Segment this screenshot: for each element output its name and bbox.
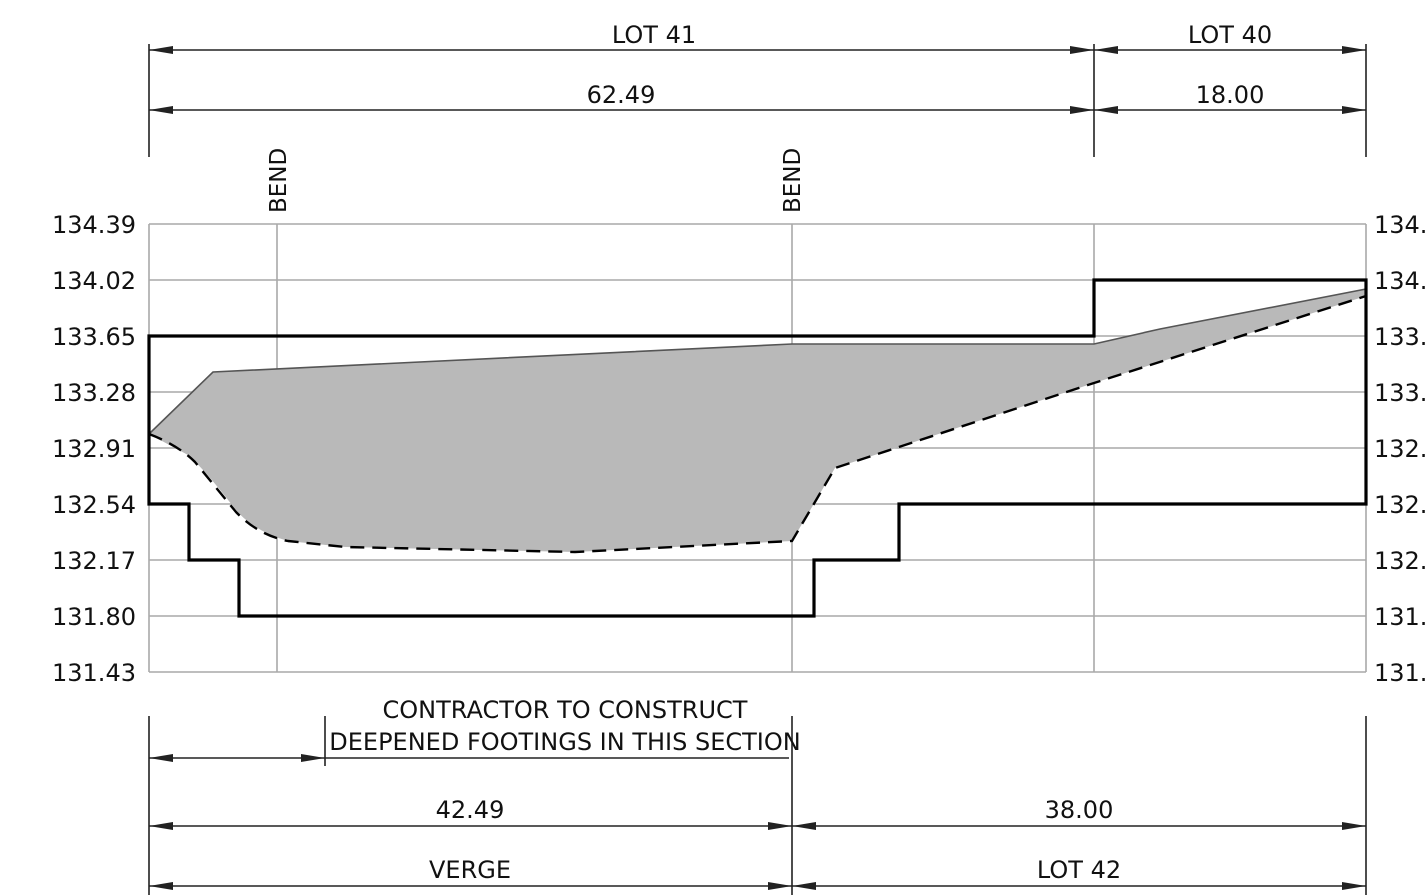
arrowhead (301, 754, 325, 762)
arrowhead (149, 882, 173, 890)
lot-41-length: 62.49 (587, 81, 656, 109)
elevation-tick: 131.80 (52, 603, 136, 631)
elevation-tick: 132.17 (52, 547, 136, 575)
note-line-1: CONTRACTOR TO CONSTRUCT (383, 696, 748, 724)
arrowhead (1342, 822, 1366, 830)
verge-label: VERGE (429, 856, 511, 884)
right-elevation-axis: 134.3 134.0 133.6 133.2 132.9 132.5 132.… (1374, 211, 1426, 687)
arrowhead (149, 754, 173, 762)
lot-40-length: 18.00 (1196, 81, 1265, 109)
arrowhead (792, 882, 816, 890)
elevation-tick: 131.8 (1374, 603, 1426, 631)
arrowhead (1342, 882, 1366, 890)
bend-label-1: BEND (266, 148, 292, 213)
bottom-dimensions: CONTRACTOR TO CONSTRUCT DEEPENED FOOTING… (148, 696, 1367, 895)
elevation-tick: 134.0 (1374, 267, 1426, 295)
elevation-tick: 132.91 (52, 435, 136, 463)
footing-outline (147, 278, 1368, 618)
elevation-tick: 132.9 (1374, 435, 1426, 463)
lot-42-label: LOT 42 (1037, 856, 1121, 884)
elevation-tick: 132.1 (1374, 547, 1426, 575)
lot-42-length: 38.00 (1045, 796, 1114, 824)
arrowhead (1070, 106, 1094, 114)
elevation-tick: 132.5 (1374, 491, 1426, 519)
elevation-tick: 134.02 (52, 267, 136, 295)
arrowhead (149, 46, 173, 54)
cut-fill-area (149, 289, 1366, 552)
elevation-tick: 132.54 (52, 491, 136, 519)
design-surface-line (148, 288, 1367, 435)
elevation-tick: 134.3 (1374, 211, 1426, 239)
arrowhead (768, 822, 792, 830)
elevation-tick: 133.6 (1374, 323, 1426, 351)
elevation-tick: 134.39 (52, 211, 136, 239)
arrowhead (149, 106, 173, 114)
elevation-tick: 131.43 (52, 659, 136, 687)
lot-41-label: LOT 41 (612, 21, 696, 49)
arrowhead (1070, 46, 1094, 54)
elevation-tick: 133.65 (52, 323, 136, 351)
left-elevation-axis: 134.39 134.02 133.65 133.28 132.91 132.5… (52, 211, 136, 687)
lot-40-label: LOT 40 (1188, 21, 1272, 49)
elevation-tick: 133.28 (52, 379, 136, 407)
top-dimensions: LOT 41 LOT 40 62.49 18.00 (148, 21, 1367, 157)
arrowhead (792, 822, 816, 830)
natural-surface-line (148, 294, 1367, 554)
elevation-tick: 131.4 (1374, 659, 1426, 687)
bend-label-2: BEND (780, 148, 806, 213)
elevation-tick: 133.2 (1374, 379, 1426, 407)
arrowhead (1094, 46, 1118, 54)
verge-length: 42.49 (436, 796, 505, 824)
arrowhead (1094, 106, 1118, 114)
arrowhead (768, 882, 792, 890)
arrowhead (1342, 106, 1366, 114)
arrowhead (1342, 46, 1366, 54)
note-line-2: DEEPENED FOOTINGS IN THIS SECTION (329, 728, 800, 756)
arrowhead (149, 822, 173, 830)
